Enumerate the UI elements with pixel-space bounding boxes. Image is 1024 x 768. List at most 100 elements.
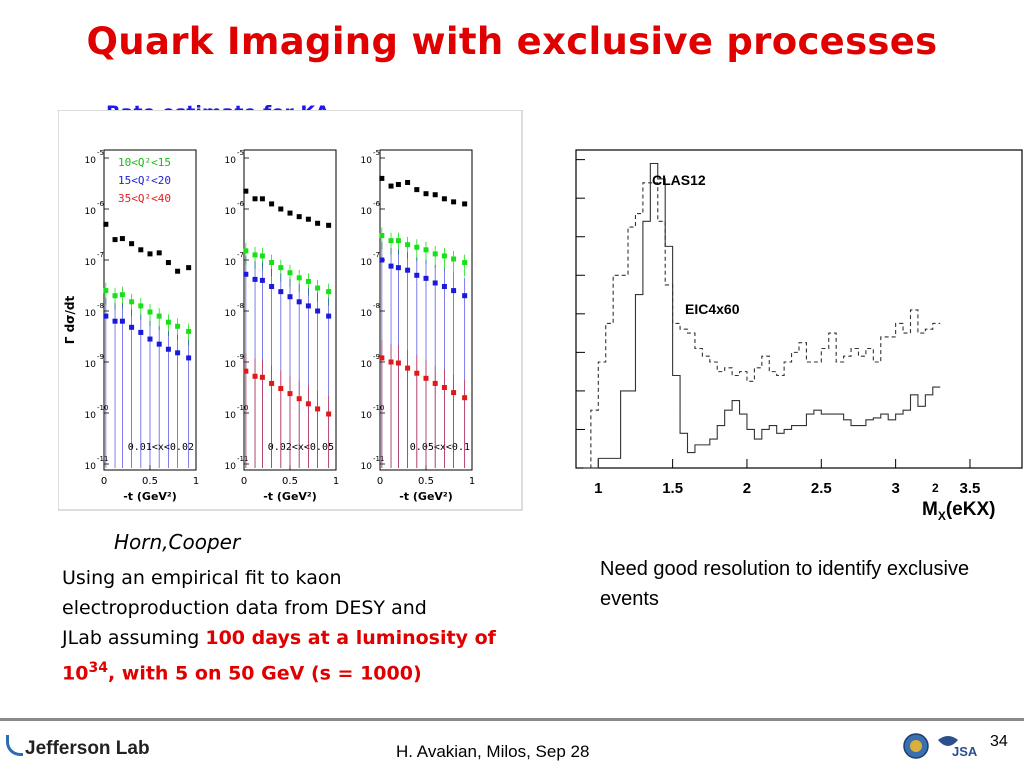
- y-tick-exp: -10: [237, 404, 248, 412]
- data-point: [252, 276, 258, 282]
- x-tick-label: 1: [193, 476, 199, 487]
- x-tick-label: 1.5: [662, 480, 683, 497]
- y-tick-exp: -5: [373, 149, 380, 157]
- data-point: [451, 199, 457, 205]
- annotation-clas12: CLAS12: [652, 172, 706, 188]
- y-tick-exp: -6: [373, 200, 381, 208]
- y-tick-base: 10: [225, 207, 237, 217]
- y-tick-exp: -11: [237, 455, 248, 463]
- data-point: [278, 289, 284, 295]
- data-point: [112, 318, 118, 324]
- data-point: [451, 256, 457, 262]
- x-tick-label: 1: [469, 476, 475, 487]
- y-tick-exp: -8: [373, 302, 380, 310]
- data-point: [395, 360, 401, 366]
- data-point: [112, 293, 118, 299]
- data-point: [432, 251, 438, 257]
- data-point: [326, 411, 332, 417]
- data-point: [451, 390, 457, 396]
- data-point: [287, 270, 293, 276]
- data-point: [441, 253, 447, 259]
- data-point: [432, 380, 438, 386]
- legend-entry: 10<Q²<15: [118, 156, 171, 169]
- description-line-2: electroproduction data from DESY and: [62, 597, 427, 619]
- data-point: [129, 299, 135, 305]
- data-point: [252, 373, 258, 379]
- y-tick-base: 10: [361, 258, 373, 268]
- data-point: [259, 277, 265, 283]
- beam-energy-highlight: , with 5 on 50 GeV (s = 1000): [107, 662, 422, 685]
- data-point: [379, 355, 385, 361]
- y-tick-base: 10: [85, 309, 97, 319]
- data-point: [103, 288, 109, 294]
- data-point: [156, 341, 162, 347]
- y-tick-exp: -8: [97, 302, 104, 310]
- y-tick-base: 10: [85, 207, 97, 217]
- data-point: [269, 260, 275, 266]
- data-point: [129, 241, 135, 247]
- x-tick-label: 0.5: [418, 476, 434, 487]
- data-point: [252, 196, 258, 202]
- x-tick-label: 2: [743, 480, 751, 497]
- y-tick-base: 10: [85, 411, 97, 421]
- data-point: [269, 380, 275, 386]
- y-tick-base: 10: [225, 411, 237, 421]
- y-tick-exp: -9: [97, 353, 104, 361]
- data-point: [326, 313, 332, 319]
- y-tick-base: 10: [225, 156, 237, 166]
- data-point: [147, 309, 153, 315]
- description-text: Using an empirical fit to kaon electropr…: [62, 563, 602, 688]
- data-point: [432, 192, 438, 198]
- data-point: [462, 201, 468, 207]
- panel-bin-label: 0.02<x<0.05: [268, 442, 334, 453]
- data-point: [395, 182, 401, 188]
- doe-jsa-logo: JSA: [903, 733, 978, 759]
- x-tick-label: 1: [333, 476, 339, 487]
- data-point: [138, 247, 144, 253]
- y-tick-exp: -5: [237, 149, 244, 157]
- data-point: [414, 370, 420, 376]
- data-point: [305, 278, 311, 284]
- missing-mass-histogram: 02040608010012014016011.522.533.5CLAS12E…: [539, 149, 1023, 523]
- rate-estimate-figure: 10 -5 10 -6 10 -7 10 -8 10 -9 10 -10 10 -11 0 0.5 1 -t (G…: [57, 109, 524, 516]
- x-axis-label-rest: (eKX): [946, 499, 996, 520]
- legend-entry: 35<Q²<40: [118, 192, 171, 205]
- doe-seal-center-icon: [910, 740, 922, 752]
- y-tick-exp: -8: [237, 302, 244, 310]
- data-point: [186, 355, 192, 361]
- y-tick-exp: -11: [97, 455, 108, 463]
- series-clas12-line: [583, 162, 941, 469]
- data-point: [441, 284, 447, 290]
- data-point: [175, 323, 181, 329]
- data-point: [305, 401, 311, 407]
- x-axis-label-sub: X: [938, 509, 946, 523]
- x-axis-label: MX(eKX): [922, 499, 995, 523]
- data-point: [388, 183, 394, 189]
- luminosity-base: 10: [62, 662, 89, 685]
- series-eic4x60-line: [583, 182, 941, 469]
- data-point: [405, 242, 411, 248]
- footer-divider: [0, 718, 1024, 721]
- data-point: [462, 395, 468, 401]
- data-point: [379, 257, 385, 263]
- data-point: [156, 313, 162, 319]
- jlab-swoosh-icon: [6, 735, 23, 756]
- data-point: [119, 236, 125, 242]
- data-point: [296, 275, 302, 281]
- x-tick-label: 0.5: [282, 476, 298, 487]
- data-point: [395, 238, 401, 244]
- data-point: [175, 268, 181, 274]
- resolution-note: Need good resolution to identify exclusi…: [600, 558, 970, 610]
- data-point: [103, 221, 109, 227]
- y-tick-exp: -7: [373, 251, 380, 259]
- y-tick-base: 10: [361, 462, 373, 472]
- y-tick-exp: -5: [97, 149, 104, 157]
- description-line-1: Using an empirical fit to kaon: [62, 567, 342, 589]
- y-tick-base: 10: [225, 258, 237, 268]
- y-tick-base: 10: [361, 207, 373, 217]
- data-point: [129, 324, 135, 330]
- data-point: [405, 267, 411, 273]
- data-point: [462, 260, 468, 266]
- data-point: [388, 359, 394, 365]
